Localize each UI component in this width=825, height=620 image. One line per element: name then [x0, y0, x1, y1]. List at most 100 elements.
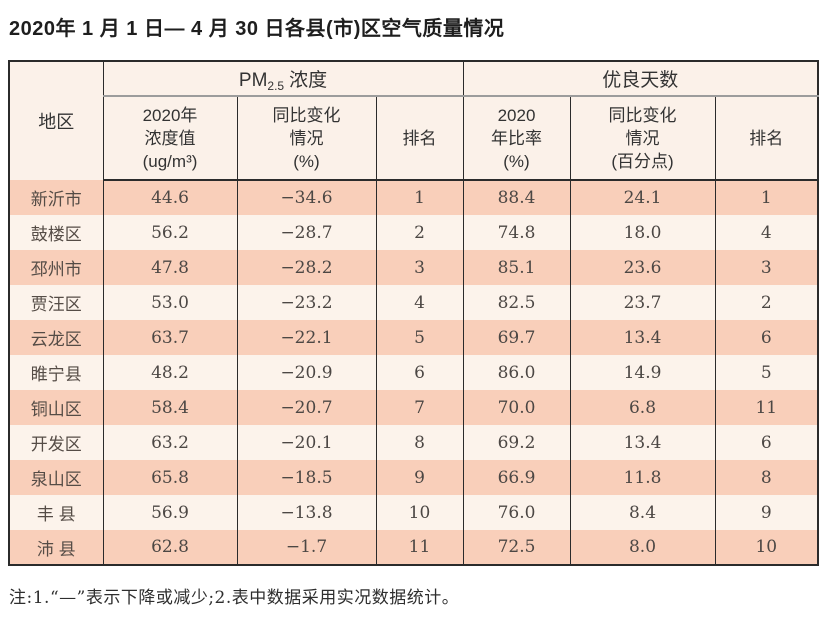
- good-change-cell: 8.0: [569, 530, 716, 565]
- good-ratio-cell: 66.9: [462, 460, 571, 495]
- pm-value-cell: 58.4: [102, 390, 238, 425]
- region-cell: 鼓楼区: [8, 215, 104, 250]
- pm-value-cell: 56.2: [102, 215, 238, 250]
- pm-rank-cell: 2: [375, 215, 464, 250]
- pm25-subscript: 2.5: [267, 79, 285, 93]
- region-cell: 睢宁县: [8, 355, 104, 390]
- good-ratio-cell: 76.0: [462, 495, 571, 530]
- good-change-cell: 11.8: [569, 460, 716, 495]
- good-rank-cell: 6: [714, 320, 819, 355]
- good-rank-cell: 4: [714, 215, 819, 250]
- good-rank-cell: 2: [714, 285, 819, 320]
- pm-change-cell: −20.9: [236, 355, 377, 390]
- pm-change-cell: −22.1: [236, 320, 377, 355]
- good-rank-cell: 5: [714, 355, 819, 390]
- good-rank-cell: 9: [714, 495, 819, 530]
- column-group-good-days: 优良天数: [462, 61, 819, 97]
- pm-change-cell: −34.6: [236, 180, 377, 215]
- table-row: 铜山区 58.4 −20.7 7 70.0 6.8 11: [8, 390, 819, 425]
- column-header-pm-change: 同比变化 情况 (%): [236, 96, 377, 181]
- pm-rank-cell: 8: [375, 425, 464, 460]
- pm-change-cell: −13.8: [236, 495, 377, 530]
- good-change-cell: 13.4: [569, 320, 716, 355]
- good-ratio-cell: 82.5: [462, 285, 571, 320]
- column-header-good-change: 同比变化 情况 (百分点): [569, 96, 716, 181]
- column-header-good-rank: 排名: [714, 96, 819, 181]
- pm-rank-cell: 6: [375, 355, 464, 390]
- pm-change-cell: −20.7: [236, 390, 377, 425]
- table-row: 邳州市 47.8 −28.2 3 85.1 23.6 3: [8, 250, 819, 285]
- pm-rank-cell: 10: [375, 495, 464, 530]
- good-ratio-cell: 86.0: [462, 355, 571, 390]
- region-cell: 云龙区: [8, 320, 104, 355]
- table-row: 贾汪区 53.0 −23.2 4 82.5 23.7 2: [8, 285, 819, 320]
- pm25-label-prefix: PM: [238, 70, 268, 91]
- good-ratio-cell: 69.2: [462, 425, 571, 460]
- good-ratio-cell: 85.1: [462, 250, 571, 285]
- pm-rank-cell: 7: [375, 390, 464, 425]
- table-row: 睢宁县 48.2 −20.9 6 86.0 14.9 5: [8, 355, 819, 390]
- table-row: 泉山区 65.8 −18.5 9 66.9 11.8 8: [8, 460, 819, 495]
- table-body: 新沂市 44.6 −34.6 1 88.4 24.1 1 鼓楼区 56.2 −2…: [8, 180, 819, 565]
- pm-rank-cell: 11: [375, 530, 464, 565]
- footnote: 注:1.“—”表示下降或减少;2.表中数据采用实况数据统计。: [9, 588, 460, 608]
- pm-value-cell: 47.8: [102, 250, 238, 285]
- pm-value-cell: 65.8: [102, 460, 238, 495]
- pm-rank-cell: 4: [375, 285, 464, 320]
- pm-change-cell: −23.2: [236, 285, 377, 320]
- good-ratio-cell: 74.8: [462, 215, 571, 250]
- region-cell: 邳州市: [8, 250, 104, 285]
- table-row: 新沂市 44.6 −34.6 1 88.4 24.1 1: [8, 180, 819, 215]
- table-row: 云龙区 63.7 −22.1 5 69.7 13.4 6: [8, 320, 819, 355]
- region-cell: 沛 县: [8, 530, 104, 565]
- good-rank-cell: 6: [714, 425, 819, 460]
- sub-header-row: 2020年 浓度值 (ug/m³) 同比变化 情况 (%) 排名 2020 年比…: [9, 96, 819, 181]
- good-change-cell: 24.1: [569, 180, 716, 215]
- region-cell: 丰 县: [8, 495, 104, 530]
- pm-change-cell: −28.7: [236, 215, 377, 250]
- pm-change-cell: −18.5: [236, 460, 377, 495]
- pm-value-cell: 56.9: [102, 495, 238, 530]
- column-header-pm-value: 2020年 浓度值 (ug/m³): [102, 96, 238, 181]
- good-change-cell: 14.9: [569, 355, 716, 390]
- pm-value-cell: 63.2: [102, 425, 238, 460]
- good-change-cell: 8.4: [569, 495, 716, 530]
- good-change-cell: 23.7: [569, 285, 716, 320]
- pm-value-cell: 53.0: [102, 285, 238, 320]
- good-ratio-cell: 72.5: [462, 530, 571, 565]
- table-row: 开发区 63.2 −20.1 8 69.2 13.4 6: [8, 425, 819, 460]
- good-ratio-cell: 88.4: [462, 180, 571, 215]
- good-change-cell: 23.6: [569, 250, 716, 285]
- pm-rank-cell: 3: [375, 250, 464, 285]
- good-rank-cell: 8: [714, 460, 819, 495]
- pm-rank-cell: 5: [375, 320, 464, 355]
- pm-value-cell: 44.6: [102, 180, 238, 215]
- column-header-good-ratio: 2020 年比率 (%): [462, 96, 571, 181]
- table-row: 鼓楼区 56.2 −28.7 2 74.8 18.0 4: [8, 215, 819, 250]
- pm-change-cell: −20.1: [236, 425, 377, 460]
- region-cell: 贾汪区: [8, 285, 104, 320]
- table-header: 地区 PM2.5 浓度 优良天数 2020年 浓度值 (ug/m³) 同比变化 情…: [8, 61, 819, 181]
- good-change-cell: 6.8: [569, 390, 716, 425]
- table-row: 丰 县 56.9 −13.8 10 76.0 8.4 9: [8, 495, 819, 530]
- good-rank-cell: 11: [714, 390, 819, 425]
- pm-rank-cell: 1: [375, 180, 464, 215]
- region-cell: 开发区: [8, 425, 104, 460]
- column-header-region: 地区: [8, 61, 104, 180]
- table-row: 沛 县 62.8 −1.7 11 72.5 8.0 10: [8, 530, 819, 565]
- air-quality-table: 地区 PM2.5 浓度 优良天数 2020年 浓度值 (ug/m³) 同比变化 情…: [8, 60, 820, 566]
- pm-value-cell: 62.8: [102, 530, 238, 565]
- pm-value-cell: 48.2: [102, 355, 238, 390]
- pm-change-cell: −28.2: [236, 250, 377, 285]
- good-ratio-cell: 69.7: [462, 320, 571, 355]
- region-cell: 铜山区: [8, 390, 104, 425]
- column-header-pm-rank: 排名: [375, 96, 464, 181]
- good-change-cell: 18.0: [569, 215, 716, 250]
- column-group-pm25: PM2.5 浓度: [102, 61, 464, 97]
- region-cell: 泉山区: [8, 460, 104, 495]
- good-rank-cell: 10: [714, 530, 819, 565]
- pm-rank-cell: 9: [375, 460, 464, 495]
- pm-value-cell: 63.7: [102, 320, 238, 355]
- page-title: 2020年 1 月 1 日— 4 月 30 日各县(市)区空气质量情况: [9, 18, 505, 40]
